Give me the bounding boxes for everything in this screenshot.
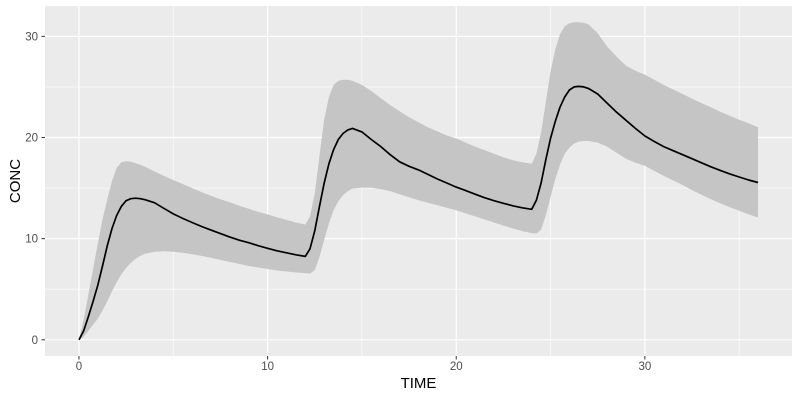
prediction-interval-ribbon (79, 22, 758, 340)
y-axis: 0 10 20 30 (25, 31, 45, 347)
x-tick-label: 10 (261, 361, 274, 373)
x-axis: 0 10 20 30 (76, 356, 651, 373)
x-tick-label: 30 (638, 361, 651, 373)
x-tick-label: 0 (76, 361, 82, 373)
x-axis-title: TIME (401, 375, 437, 392)
x-tick-label: 20 (450, 361, 463, 373)
y-tick-label: 10 (25, 234, 38, 246)
y-tick-label: 0 (32, 335, 38, 347)
y-tick-label: 20 (25, 133, 38, 145)
median-line (78, 85, 759, 341)
y-tick-label: 30 (25, 31, 38, 43)
y-axis-title: CONC (7, 159, 24, 203)
